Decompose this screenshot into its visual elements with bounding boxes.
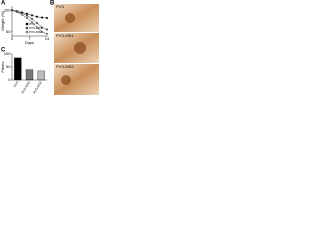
y-tick-label: 50 (6, 64, 11, 69)
bar (25, 69, 34, 81)
axes (11, 54, 47, 81)
x-tick-label: 7 (28, 36, 31, 41)
legend-label: PVS-MS1 (29, 26, 43, 30)
y-tick-label: 0 (8, 77, 11, 82)
x-tick-label: 0 (11, 36, 14, 41)
point (25, 16, 29, 20)
y-axis-label: Weight (%) (0, 10, 5, 30)
micrographs: PVS PVS-MS1 PVS-MS2 (54, 4, 99, 95)
stain (74, 42, 86, 54)
point (30, 17, 34, 20)
point (45, 28, 49, 31)
micrograph-label: PVS-MS2 (56, 64, 74, 69)
panel-label: B (50, 1, 55, 7)
legend-label: PVS (29, 22, 35, 26)
legend-label: PVS-MS2 (29, 30, 43, 34)
point (35, 26, 39, 29)
micrograph-label: PVS-MS1 (56, 33, 74, 38)
micrograph-label: PVS (56, 4, 64, 9)
legend-swatch (25, 30, 29, 34)
point (40, 16, 44, 19)
point (45, 32, 49, 35)
bar (14, 57, 22, 81)
point (15, 10, 19, 14)
point (25, 14, 29, 17)
bar (37, 70, 45, 81)
point (25, 12, 29, 15)
point (40, 30, 44, 33)
x-tick-label: 14 (45, 36, 50, 41)
x-axis-label: Days (25, 40, 34, 45)
axes (11, 6, 47, 37)
y-tick-label: 50 (6, 29, 11, 34)
micrograph (54, 4, 99, 32)
figure: A B C PVS PVS-MS1 PVS-MS2 0 7 14 50 100 Days W… (0, 1, 99, 95)
point (40, 26, 44, 29)
x-tick-label: PVS-MS2 (32, 80, 43, 94)
legend-swatch (25, 26, 29, 30)
y-tick-label: 100 (4, 7, 11, 12)
stain (61, 75, 71, 85)
x-tick-label: PVS (13, 80, 20, 88)
point (30, 21, 34, 24)
stain (65, 13, 75, 23)
x-tick-label: PVS-MS1 (21, 80, 32, 94)
point (35, 22, 39, 25)
point (35, 15, 39, 18)
panel-label: A (1, 1, 6, 7)
panel-label: C (1, 48, 6, 54)
y-tick-label: 100 (4, 51, 11, 56)
point (45, 16, 49, 20)
point (20, 13, 24, 16)
legend-swatch (25, 22, 29, 26)
y-axis-label: Fibers (0, 61, 5, 72)
point (30, 14, 34, 17)
